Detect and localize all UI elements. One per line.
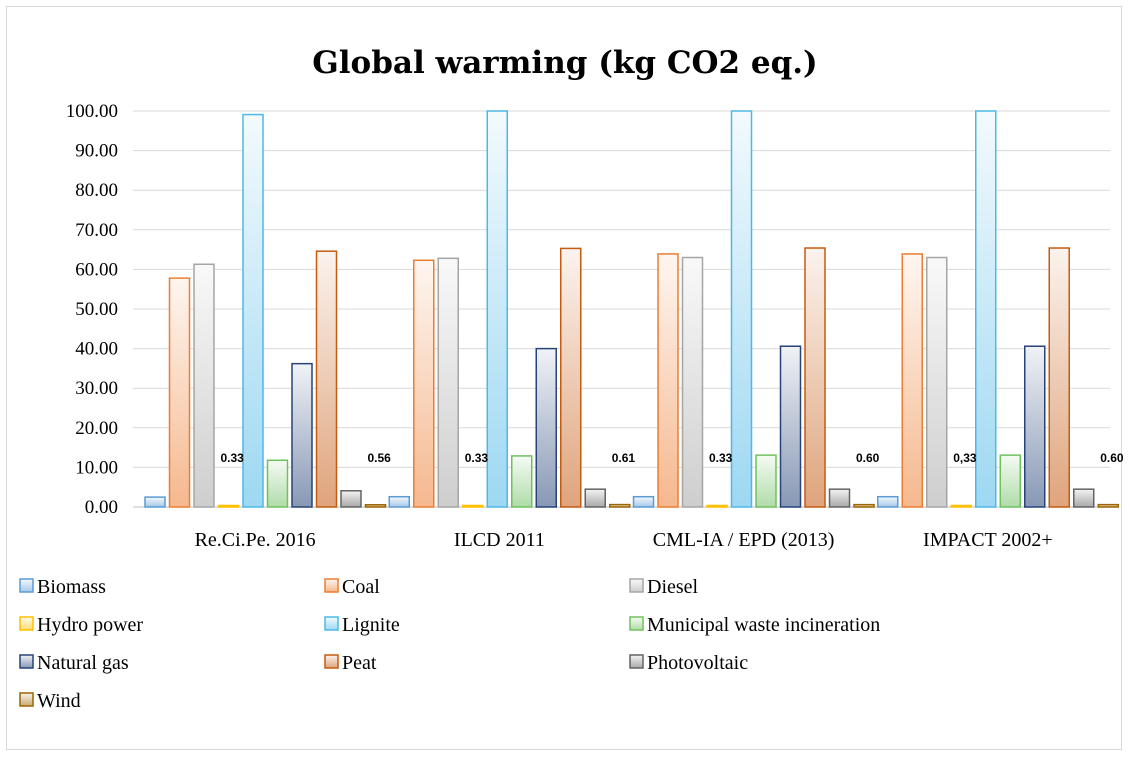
bar-hydro-power bbox=[462, 504, 484, 508]
legend-item: Coal bbox=[324, 576, 380, 598]
y-tick-label: 0.00 bbox=[85, 497, 118, 518]
category-label: ILCD 2011 bbox=[454, 529, 545, 551]
bar-hydro-power bbox=[950, 504, 972, 508]
legend-label: Photovoltaic bbox=[647, 652, 748, 674]
bar-photovoltaic bbox=[828, 488, 851, 508]
category-label: IMPACT 2002+ bbox=[923, 529, 1053, 551]
legend-item: Peat bbox=[324, 652, 377, 674]
legend-swatch bbox=[19, 654, 34, 669]
bar-municipal-waste-incineration bbox=[999, 454, 1021, 508]
bar-photovoltaic bbox=[1073, 488, 1095, 508]
bar-coal bbox=[413, 259, 435, 508]
legend-item: Biomass bbox=[19, 576, 106, 598]
label-layer: 0.33 0.56 Re.Ci.Pe. 2016 0.33 0.61 ILCD 2011 0… bbox=[195, 451, 1124, 551]
bar-wind bbox=[609, 503, 631, 508]
bar-lignite bbox=[486, 110, 508, 508]
y-tick-label: 90.00 bbox=[75, 141, 118, 162]
bar-biomass bbox=[144, 496, 166, 508]
data-label: 0.60 bbox=[856, 451, 880, 465]
bar-municipal-waste-incineration bbox=[511, 455, 533, 508]
bar-natural-gas bbox=[779, 345, 802, 508]
bar-lignite bbox=[242, 113, 264, 508]
legend-label: Municipal waste incineration bbox=[647, 614, 880, 636]
legend-label: Peat bbox=[342, 652, 377, 674]
category-label: CML-IA / EPD (2013) bbox=[653, 529, 835, 551]
bar-natural-gas bbox=[1024, 345, 1046, 508]
bar-layer bbox=[144, 110, 1119, 508]
y-tick-label: 40.00 bbox=[75, 339, 118, 360]
bar-biomass bbox=[388, 495, 410, 508]
legend-item: Diesel bbox=[629, 576, 699, 598]
legend-swatch bbox=[629, 578, 644, 593]
data-label: 0.56 bbox=[368, 451, 392, 465]
y-tick-label: 80.00 bbox=[75, 180, 118, 201]
y-tick-label: 20.00 bbox=[75, 418, 118, 439]
category-label: Re.Ci.Pe. 2016 bbox=[195, 529, 316, 551]
legend: Biomass Coal Diesel Hydro power Lignite Munic… bbox=[19, 576, 880, 712]
y-tick-label: 60.00 bbox=[75, 259, 118, 280]
legend-swatch bbox=[324, 616, 339, 631]
chart-title: Global warming (kg CO2 eq.) bbox=[312, 45, 817, 81]
y-tick-label: 50.00 bbox=[75, 299, 118, 320]
bar-coal bbox=[901, 253, 923, 508]
legend-label: Diesel bbox=[647, 576, 699, 598]
data-label: 0.33 bbox=[709, 451, 733, 465]
legend-label: Biomass bbox=[37, 576, 106, 598]
legend-swatch bbox=[629, 654, 644, 669]
bar-peat bbox=[1048, 247, 1070, 508]
data-label: 0.33 bbox=[221, 451, 245, 465]
bar-photovoltaic bbox=[584, 488, 606, 508]
bar-wind bbox=[853, 503, 875, 508]
bar-municipal-waste-incineration bbox=[755, 454, 777, 508]
legend-label: Natural gas bbox=[37, 652, 129, 674]
legend-label: Lignite bbox=[342, 614, 400, 636]
legend-swatch bbox=[324, 654, 339, 669]
bar-peat bbox=[804, 247, 826, 508]
legend-swatch bbox=[629, 616, 644, 631]
y-tick-label: 70.00 bbox=[75, 220, 118, 241]
bar-diesel bbox=[437, 257, 459, 508]
y-tick-label: 30.00 bbox=[75, 378, 118, 399]
y-tick-label: 100.00 bbox=[66, 101, 118, 122]
bar-lignite bbox=[730, 110, 753, 508]
legend-swatch bbox=[324, 578, 339, 593]
legend-item: Photovoltaic bbox=[629, 652, 748, 674]
legend-swatch bbox=[19, 578, 34, 593]
bar-wind bbox=[364, 504, 387, 508]
data-label: 0.61 bbox=[612, 451, 636, 465]
bar-natural-gas bbox=[291, 362, 313, 508]
legend-item: Hydro power bbox=[19, 614, 143, 636]
y-tick-label: 10.00 bbox=[75, 457, 118, 478]
data-label: 0,33 bbox=[953, 451, 977, 465]
legend-label: Coal bbox=[342, 576, 380, 598]
bar-peat bbox=[315, 250, 338, 508]
data-label: 0.60 bbox=[1100, 451, 1124, 465]
bar-coal bbox=[657, 253, 679, 508]
legend-label: Wind bbox=[37, 690, 81, 712]
bar-lignite bbox=[975, 110, 997, 508]
legend-swatch bbox=[19, 692, 34, 707]
bar-diesel bbox=[193, 263, 215, 508]
data-label: 0.33 bbox=[465, 451, 489, 465]
bar-diesel bbox=[926, 256, 948, 508]
bar-diesel bbox=[681, 256, 704, 508]
bar-biomass bbox=[877, 495, 899, 508]
legend-item: Lignite bbox=[324, 614, 400, 636]
legend-item: Municipal waste incineration bbox=[629, 614, 880, 636]
legend-swatch bbox=[19, 616, 34, 631]
bar-peat bbox=[560, 247, 582, 508]
bar-biomass bbox=[632, 495, 655, 508]
legend-item: Natural gas bbox=[19, 652, 129, 674]
bar-wind bbox=[1097, 503, 1119, 508]
bar-hydro-power bbox=[217, 504, 240, 508]
bar-natural-gas bbox=[535, 347, 557, 508]
bar-municipal-waste-incineration bbox=[266, 459, 289, 508]
legend-item: Wind bbox=[19, 690, 81, 712]
bar-coal bbox=[168, 277, 191, 508]
legend-label: Hydro power bbox=[37, 614, 143, 636]
bar-hydro-power bbox=[706, 504, 728, 508]
bar-photovoltaic bbox=[340, 490, 362, 508]
